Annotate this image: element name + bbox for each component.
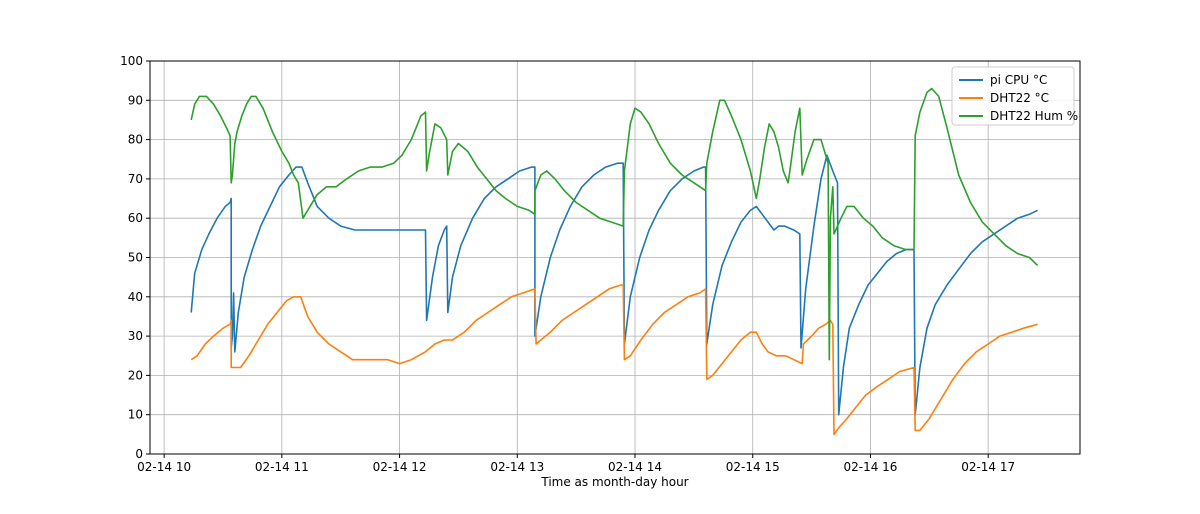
x-tick-label: 02-14 11 [255,460,309,474]
x-tick-label: 02-14 15 [726,460,780,474]
y-tick-label: 10 [128,408,143,422]
y-tick-label: 0 [135,447,143,461]
y-tick-label: 30 [128,329,143,343]
y-tick-label: 70 [128,172,143,186]
series-line-0 [190,154,1038,416]
series-lines [190,87,1039,436]
axis-ticks: 0 10 20 30 40 50 60 70 80 90 100 02-14 10 02-14 11 02… [120,54,1015,474]
x-tick-label: 02-14 10 [137,460,191,474]
series-line-2 [190,87,1039,361]
y-tick-label: 90 [128,93,143,107]
series-line-1 [190,284,1038,436]
y-tick-label: 80 [128,133,143,147]
x-tick-label: 02-14 14 [608,460,662,474]
y-tick-label: 20 [128,368,143,382]
y-tick-label: 100 [120,54,143,68]
x-tick-label: 02-14 13 [490,460,544,474]
legend: pi CPU °C DHT22 °C DHT22 Hum % [951,66,1078,126]
y-tick-label: 50 [128,251,143,265]
x-axis-label: Time as month-day hour [540,475,688,489]
x-tick-label: 02-14 16 [843,460,897,474]
legend-box [951,66,1075,126]
legend-label: pi CPU °C [990,73,1047,87]
x-tick-label: 02-14 17 [961,460,1015,474]
legend-label: DHT22 Hum % [990,109,1078,123]
y-tick-label: 60 [128,211,143,225]
x-tick-label: 02-14 12 [373,460,427,474]
y-tick-label: 40 [128,290,143,304]
legend-label: DHT22 °C [990,91,1049,105]
